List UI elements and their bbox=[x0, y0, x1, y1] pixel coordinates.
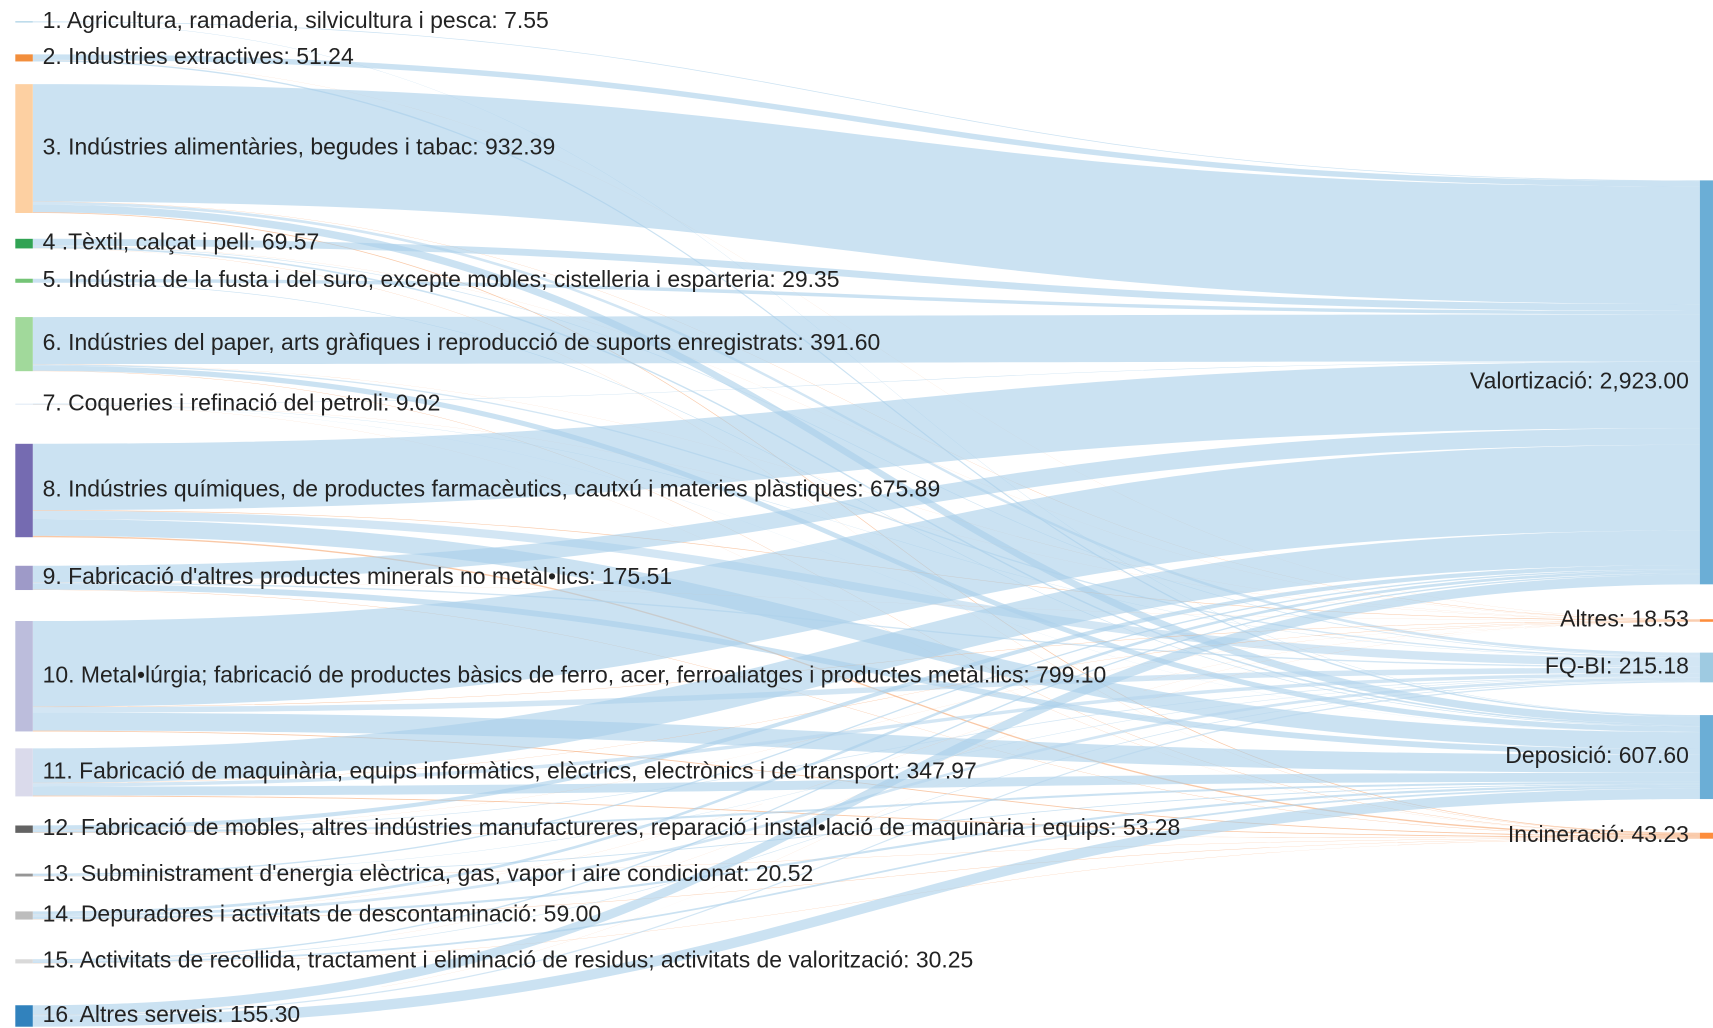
link bbox=[32, 832, 1700, 838]
node-label: 15. Activitats de recollida, tractament … bbox=[43, 946, 974, 972]
node-label: 8. Indústries químiques, de productes fa… bbox=[43, 476, 941, 502]
link bbox=[32, 676, 1700, 831]
link bbox=[32, 838, 1700, 920]
node bbox=[15, 621, 33, 732]
node bbox=[15, 84, 33, 213]
links bbox=[32, 21, 1700, 1027]
node-label: 11. Fabricació de maquinària, equips inf… bbox=[43, 757, 977, 783]
node-label: 7. Coqueries i refinació del petroli: 9.… bbox=[43, 389, 441, 415]
link bbox=[32, 60, 1700, 717]
node-label: 6. Indústries del paper, arts gràfiques … bbox=[43, 329, 881, 355]
link bbox=[32, 781, 1700, 833]
node bbox=[15, 825, 33, 833]
node bbox=[15, 873, 33, 877]
link bbox=[32, 569, 1700, 876]
node-label: 16. Altres serveis: 155.30 bbox=[43, 1001, 301, 1027]
link bbox=[32, 621, 1700, 915]
node-label: 5. Indústria de la fusta i del suro, exc… bbox=[43, 266, 840, 292]
link bbox=[32, 564, 1700, 830]
link bbox=[32, 582, 1700, 668]
node-label: 1. Agricultura, ramaderia, silvicultura … bbox=[43, 7, 549, 33]
node-label: 9. Fabricació d'altres productes mineral… bbox=[43, 563, 672, 589]
link bbox=[32, 246, 1700, 727]
link bbox=[32, 680, 1700, 962]
link bbox=[32, 621, 1700, 784]
link bbox=[32, 518, 1700, 749]
link bbox=[32, 837, 1700, 877]
node-label: 3. Indústries alimentàries, begudes i ta… bbox=[43, 134, 556, 160]
node bbox=[15, 911, 33, 920]
link bbox=[32, 404, 1700, 658]
node-label: FQ-BI: 215.18 bbox=[1545, 653, 1689, 679]
link bbox=[32, 574, 1700, 1015]
link bbox=[32, 530, 1700, 783]
link bbox=[32, 428, 1700, 583]
link bbox=[32, 364, 1700, 620]
node bbox=[15, 748, 33, 797]
node bbox=[15, 21, 33, 23]
link bbox=[32, 535, 1700, 836]
link bbox=[32, 589, 1700, 836]
node bbox=[15, 443, 33, 538]
link bbox=[32, 673, 1700, 787]
link bbox=[32, 838, 1700, 964]
node bbox=[1699, 832, 1713, 839]
link bbox=[32, 444, 1700, 707]
link bbox=[32, 621, 1700, 1015]
link bbox=[32, 784, 1700, 920]
link bbox=[32, 238, 1700, 311]
link bbox=[32, 84, 1700, 305]
link bbox=[32, 21, 1700, 182]
link bbox=[32, 573, 1700, 961]
node-label: 12. Fabricació de mobles, altres indústr… bbox=[43, 814, 1181, 840]
node bbox=[15, 278, 33, 283]
node bbox=[15, 317, 33, 372]
link bbox=[32, 677, 1700, 876]
link bbox=[32, 361, 1700, 404]
node-label: Deposició: 607.60 bbox=[1505, 742, 1689, 768]
link bbox=[32, 667, 1700, 713]
node-label: 4 .Tèxtil, calçat i pell: 69.57 bbox=[43, 229, 320, 255]
link bbox=[32, 22, 1700, 716]
node-label: 10. Metal•lúrgia; fabricació de producte… bbox=[43, 661, 1107, 687]
link bbox=[32, 404, 1700, 835]
link bbox=[32, 681, 1700, 1017]
link bbox=[32, 212, 1700, 834]
node-label: Altres: 18.53 bbox=[1560, 606, 1689, 632]
link bbox=[32, 788, 1700, 1027]
node bbox=[1699, 180, 1713, 585]
node-label: Incineració: 43.23 bbox=[1508, 821, 1689, 847]
node bbox=[15, 959, 33, 964]
node bbox=[1699, 619, 1713, 622]
node bbox=[15, 238, 33, 249]
link bbox=[32, 570, 1700, 915]
node bbox=[15, 1005, 33, 1027]
labels: 1. Agricultura, ramaderia, silvicultura … bbox=[43, 7, 1689, 1027]
nodes bbox=[15, 21, 1713, 1027]
link bbox=[32, 621, 1700, 830]
node-label: 13. Subministrament d'energia elèctrica,… bbox=[43, 860, 814, 886]
link bbox=[32, 54, 1700, 187]
link bbox=[32, 795, 1700, 838]
node-label: 2. Industries extractives: 51.24 bbox=[43, 43, 354, 69]
link bbox=[32, 783, 1700, 877]
link bbox=[32, 314, 1700, 365]
node bbox=[1699, 715, 1713, 800]
node bbox=[1699, 652, 1713, 683]
node-label: 14. Depuradores i activitats de desconta… bbox=[43, 901, 601, 927]
link bbox=[32, 772, 1700, 796]
link bbox=[32, 278, 1700, 315]
link bbox=[32, 786, 1700, 964]
node-label: Valortizació: 2,923.00 bbox=[1470, 367, 1689, 393]
link bbox=[32, 361, 1700, 511]
node bbox=[15, 54, 33, 62]
node bbox=[15, 565, 33, 591]
node bbox=[15, 403, 33, 405]
